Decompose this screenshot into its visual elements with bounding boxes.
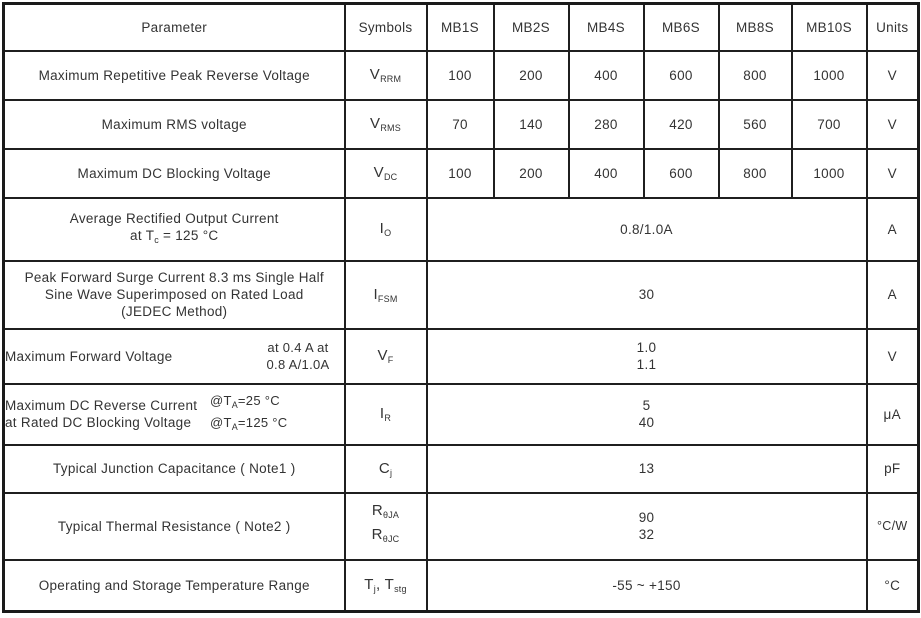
value-cell: 100	[425, 147, 495, 199]
unit-cell: V	[865, 327, 920, 385]
value-cell: 700	[790, 98, 868, 150]
symbol-io: IO	[343, 196, 428, 262]
symbol-vrrm: VRRM	[343, 49, 428, 101]
header-model-mb6s: MB6S	[642, 2, 720, 52]
value-cell-span: 1.0 1.1	[425, 327, 868, 385]
unit-cell: V	[865, 98, 920, 150]
value-cell: 600	[642, 49, 720, 101]
symbol-vrms: VRMS	[343, 98, 428, 150]
param-label: Maximum Repetitive Peak Reverse Voltage	[2, 49, 346, 101]
table-row-rth: Typical Thermal Resistance ( Note2 ) RθJ…	[2, 491, 920, 561]
value-cell: 280	[567, 98, 645, 150]
table-row-cj: Typical Junction Capacitance ( Note1 ) C…	[2, 443, 920, 494]
header-units: Units	[865, 2, 920, 52]
table-row-ifsm: Peak Forward Surge Current 8.3 ms Single…	[2, 259, 920, 330]
param-label: Maximum DC Blocking Voltage	[2, 147, 346, 199]
value-cell: 70	[425, 98, 495, 150]
value-cell: 200	[492, 49, 570, 101]
header-model-mb1s: MB1S	[425, 2, 495, 52]
value-cell: 200	[492, 147, 570, 199]
param-label: Typical Thermal Resistance ( Note2 )	[2, 491, 346, 561]
param-label: Average Rectified Output Current at Tc =…	[2, 196, 346, 262]
unit-cell: °C/W	[865, 491, 920, 561]
value-cell-span: 30	[425, 259, 868, 330]
symbol-ifsm: IFSM	[343, 259, 428, 330]
header-model-mb4s: MB4S	[567, 2, 645, 52]
param-label: Typical Junction Capacitance ( Note1 )	[2, 443, 346, 494]
symbol-vdc: VDC	[343, 147, 428, 199]
value-cell: 400	[567, 147, 645, 199]
value-cell-span: 5 40	[425, 382, 868, 446]
table-row-vf: Maximum Forward Voltage at 0.4 A at 0.8 …	[2, 327, 920, 385]
value-cell: 420	[642, 98, 720, 150]
value-cell: 1000	[790, 49, 868, 101]
value-cell-span: 90 32	[425, 491, 868, 561]
value-cell-span: 13	[425, 443, 868, 494]
symbol-cj: Cj	[343, 443, 428, 494]
value-cell: 100	[425, 49, 495, 101]
table-row-tstg: Operating and Storage Temperature Range …	[2, 558, 920, 613]
unit-cell: μA	[865, 382, 920, 446]
symbol-rth: RθJA RθJC	[343, 491, 428, 561]
unit-cell: pF	[865, 443, 920, 494]
value-cell-span: -55 ~ +150	[425, 558, 868, 613]
header-model-mb10s: MB10S	[790, 2, 868, 52]
value-cell: 800	[717, 147, 793, 199]
symbol-vf: VF	[343, 327, 428, 385]
ir-test-condition: @TA=25 °C @TA=125 °C	[209, 393, 288, 432]
header-parameter: Parameter	[2, 2, 346, 52]
unit-cell: A	[865, 259, 920, 330]
value-cell-span: 0.8/1.0A	[425, 196, 868, 262]
value-cell: 1000	[790, 147, 868, 199]
table-header-row: Parameter Symbols MB1S MB2S MB4S MB6S MB…	[2, 2, 920, 52]
param-label: Peak Forward Surge Current 8.3 ms Single…	[2, 259, 346, 330]
header-symbols: Symbols	[343, 2, 428, 52]
table-row-vdc: Maximum DC Blocking Voltage VDC 100 200 …	[2, 147, 920, 199]
unit-cell: V	[865, 49, 920, 101]
value-cell: 400	[567, 49, 645, 101]
table-row-ir: Maximum DC Reverse Current at Rated DC B…	[2, 382, 920, 446]
table-row-io: Average Rectified Output Current at Tc =…	[2, 196, 920, 262]
symbol-tstg: Tj, Tstg	[343, 558, 428, 613]
value-cell: 800	[717, 49, 793, 101]
value-cell: 140	[492, 98, 570, 150]
param-label: Maximum DC Reverse Current at Rated DC B…	[2, 382, 346, 446]
unit-cell: A	[865, 196, 920, 262]
symbol-ir: IR	[343, 382, 428, 446]
unit-cell: V	[865, 147, 920, 199]
table-row-vrms: Maximum RMS voltage VRMS 70 140 280 420 …	[2, 98, 920, 150]
param-label: Maximum RMS voltage	[2, 98, 346, 150]
value-cell: 560	[717, 98, 793, 150]
param-label: Operating and Storage Temperature Range	[2, 558, 346, 613]
table-row-vrrm: Maximum Repetitive Peak Reverse Voltage …	[2, 49, 920, 101]
param-label: Maximum Forward Voltage at 0.4 A at 0.8 …	[2, 327, 346, 385]
value-cell: 600	[642, 147, 720, 199]
vf-test-condition: at 0.4 A at 0.8 A/1.0A	[266, 340, 330, 372]
header-model-mb2s: MB2S	[492, 2, 570, 52]
unit-cell: °C	[865, 558, 920, 613]
header-model-mb8s: MB8S	[717, 2, 793, 52]
